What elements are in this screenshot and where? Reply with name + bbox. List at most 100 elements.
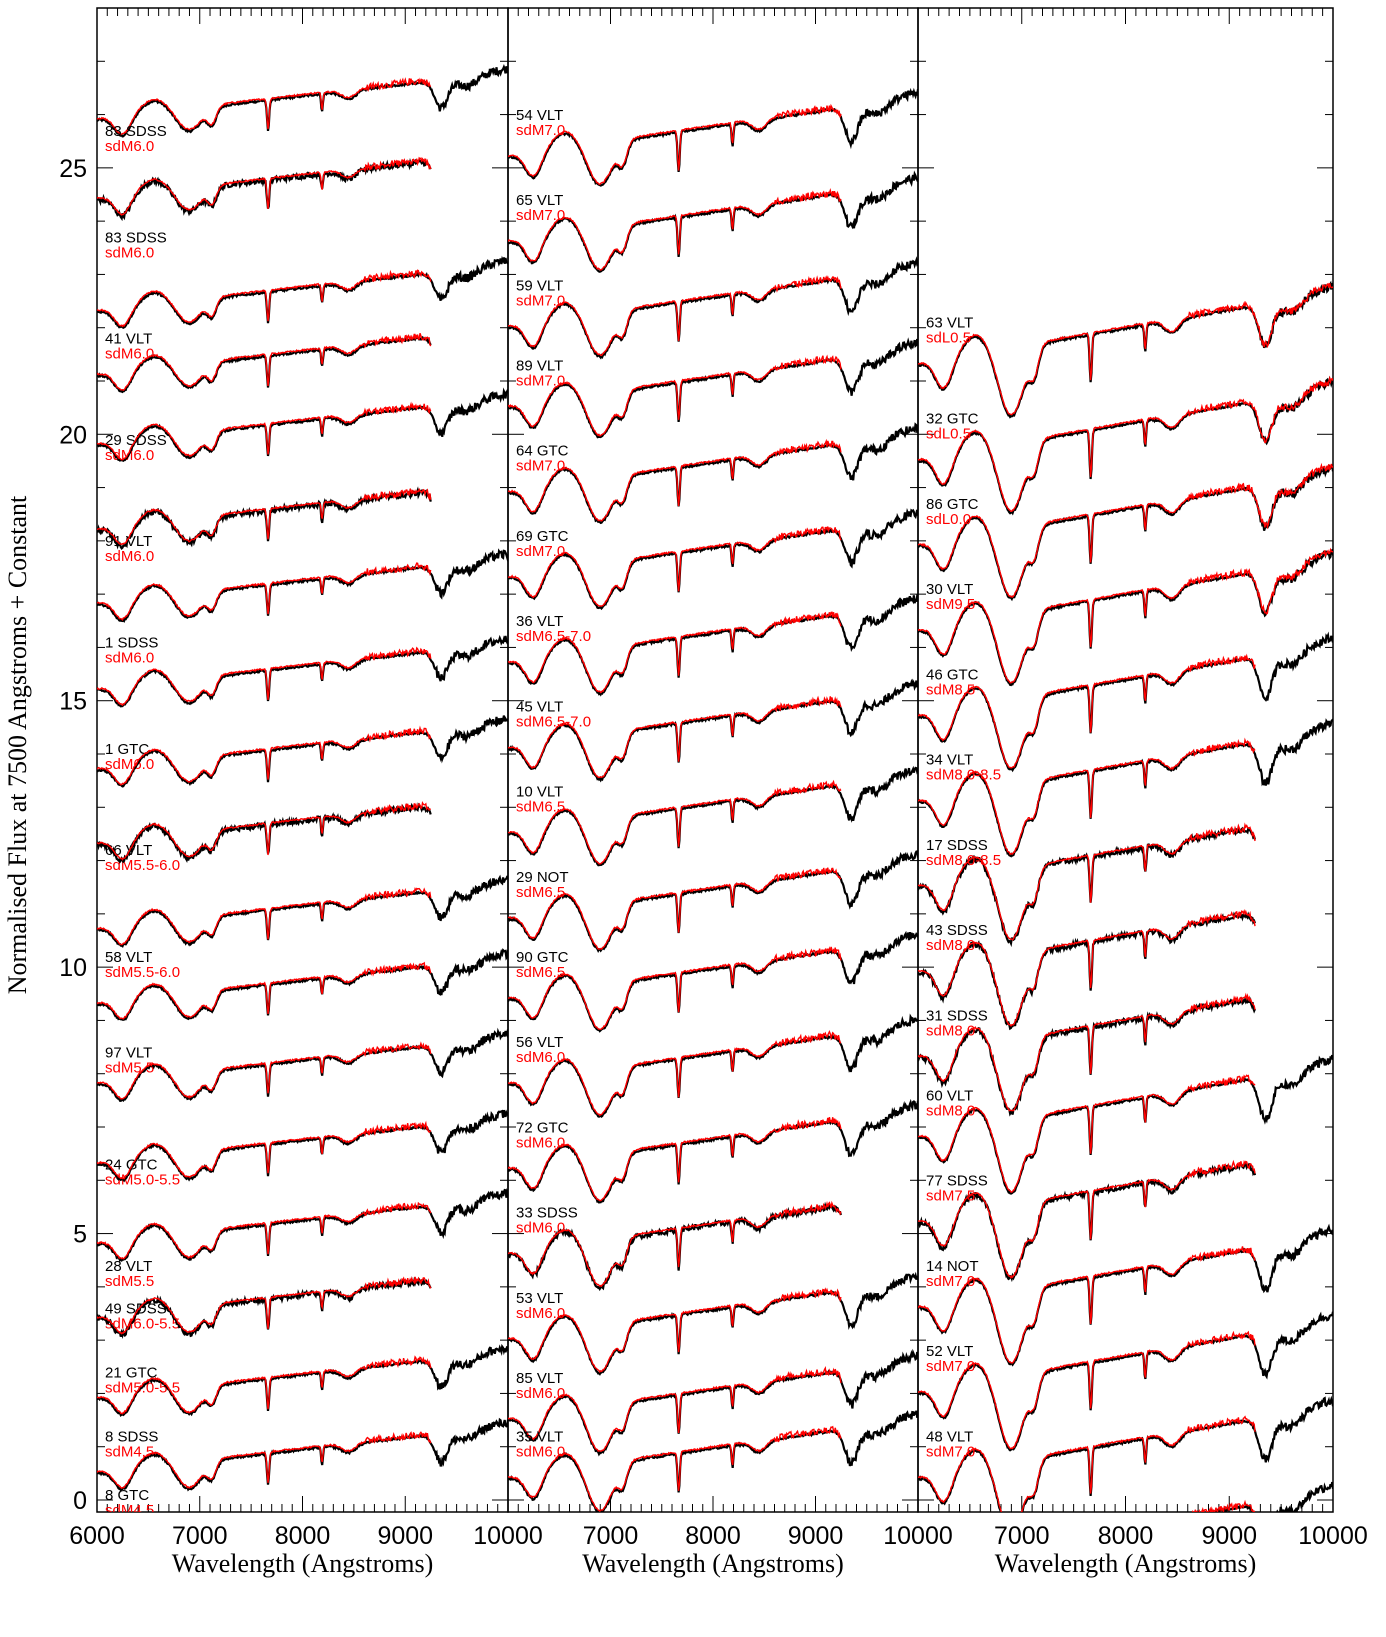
spectrum-label-template: sdM6.0 (105, 756, 154, 773)
spectrum-label-template: sdM8.0 (926, 937, 975, 954)
template-spectrum (508, 275, 842, 357)
template-spectrum (508, 611, 842, 694)
spectrum-label-object: 8 SDSS (105, 1428, 158, 1445)
spectrum-label-object: 49 SDSS (105, 1301, 167, 1318)
template-spectrum (97, 401, 432, 461)
spectrum-label-template: sdM9.5 (926, 596, 975, 613)
y-tick-label: 5 (73, 1221, 87, 1249)
spectrum-label-template: sdM5.5 (105, 1273, 154, 1290)
template-spectrum (508, 1287, 842, 1374)
template-spectrum (918, 992, 1256, 1112)
x-tick-label: 8000 (1098, 1522, 1154, 1550)
spectrum-label-object: 86 GTC (926, 496, 979, 513)
template-spectrum (918, 653, 1256, 769)
object-spectrum (97, 634, 508, 708)
template-spectrum (97, 1431, 432, 1490)
spectrum-label-template: sdM6.0 (105, 346, 154, 363)
spectrum-label-object: 69 GTC (516, 528, 569, 545)
template-spectrum (918, 908, 1256, 1028)
object-spectrum (97, 1027, 508, 1103)
template-spectrum (508, 187, 842, 271)
panel-1: 6000 7000 8000 9000 10000 Wavelength (Angstro… (59, 7, 543, 1578)
spectrum-label-object: 53 VLT (516, 1290, 563, 1307)
spectrum-label-object: 52 VLT (926, 1343, 973, 1360)
panel-frame (507, 7, 919, 1513)
object-spectrum (918, 1395, 1333, 1512)
spectrum-label-object: 89 VLT (516, 357, 563, 374)
spectrum-label-object: 65 VLT (516, 192, 563, 209)
object-spectrum (918, 376, 1333, 516)
spectrum-label-object: 36 VLT (516, 613, 563, 630)
y-tick-label: 15 (59, 688, 87, 716)
y-tick-label: 25 (59, 155, 87, 183)
spectrum-label-object: 54 VLT (516, 107, 563, 124)
spectrum-label-template: sdM6.0 (105, 244, 154, 261)
y-axis-title: Normalised Flux at 7500 Angstroms + Cons… (3, 495, 32, 994)
spectrum-label-object: 48 VLT (926, 1428, 973, 1445)
template-spectrum (508, 1117, 842, 1202)
object-spectrum (508, 1271, 918, 1376)
x-tick-label: 8000 (275, 1522, 331, 1550)
template-spectrum (97, 800, 432, 861)
spectrum-label-template: sdM6.0 (516, 1443, 565, 1460)
spectrum-label-template: sdM7.0 (516, 292, 565, 309)
spectrum-label-template: sdM6.0 (105, 138, 154, 155)
template-spectrum (508, 779, 842, 865)
spectrum-label-template: sdM6.0 (105, 548, 154, 565)
spectrum-label-object: 17 SDSS (926, 837, 988, 854)
object-spectrum (918, 1223, 1333, 1367)
object-spectrum (97, 63, 508, 138)
template-spectrum (918, 737, 1256, 856)
spectrum-label-object: 63 VLT (926, 315, 973, 332)
y-tick-label: 20 (59, 421, 87, 449)
x-tick-label: 9000 (788, 1522, 844, 1550)
spectrum-label-template: sdM7.0 (516, 372, 565, 389)
spectrum-label-object: 1 SDSS (105, 634, 158, 651)
spectrum-label-object: 21 GTC (105, 1364, 158, 1381)
spectrum-label-template: sdM7.0 (516, 458, 565, 475)
spectrum-label-template: sdM7.0 (926, 1358, 975, 1375)
template-spectrum (97, 725, 432, 786)
spectrum-label-template: sdM6.0 (516, 1385, 565, 1402)
object-spectrum (918, 631, 1333, 773)
x-tick-label: 10000 (473, 1522, 543, 1550)
spectrum-label-template: sdM4.5 (105, 1443, 154, 1460)
spectrum-label-object: 30 VLT (926, 581, 973, 598)
spectrum-label-template: sdM5.5-6.0 (105, 964, 180, 981)
template-spectrum (918, 1159, 1256, 1279)
spectrum-label-template: sdM6.0 (105, 649, 154, 666)
spectrum-label-template: sdM8.5 (926, 681, 975, 698)
object-spectrum (97, 1109, 508, 1183)
spectrum-label-object: 28 VLT (105, 1258, 152, 1275)
spectrum-label-object: 14 NOT (926, 1258, 979, 1275)
x-tick-label: 8000 (685, 1522, 741, 1550)
x-axis-title: Wavelength (Angstroms) (582, 1549, 843, 1578)
spectrum-label-template: sdM6.5 (516, 884, 565, 901)
template-spectrum (97, 1120, 432, 1180)
object-spectrum (508, 1410, 918, 1512)
spectrum-label-object: 41 VLT (105, 331, 152, 348)
object-spectrum (918, 1311, 1333, 1452)
spectrum-label-object: 24 GTC (105, 1157, 158, 1174)
spectrum-label-template: sdM7.0 (926, 1273, 975, 1290)
template-spectrum (97, 1276, 432, 1335)
spectrum-label-template: sdM7.5 (926, 1188, 975, 1205)
object-spectrum (508, 1348, 918, 1457)
template-spectrum (918, 1330, 1256, 1450)
spectrum-label-template: sdM8.0 (926, 1022, 975, 1039)
template-spectrum (97, 1355, 432, 1415)
template-spectrum (918, 462, 1333, 598)
spectrum-label-template: sdM8.0 (926, 1102, 975, 1119)
spectrum-label-object: 83 SDSS (105, 229, 167, 246)
template-spectrum (97, 487, 432, 545)
template-spectrum (97, 1041, 432, 1100)
spectrum-label-object: 90 GTC (516, 949, 569, 966)
template-spectrum (508, 1425, 842, 1512)
object-spectrum (918, 280, 1333, 419)
spectrum-label-template: sdM4.0 (105, 1555, 154, 1572)
object-spectrum (508, 170, 918, 273)
object-spectrum (97, 387, 508, 462)
spectrum-label-object: 29 NOT (516, 869, 569, 886)
spectrum-label-object: 8 GTC (105, 1487, 149, 1504)
